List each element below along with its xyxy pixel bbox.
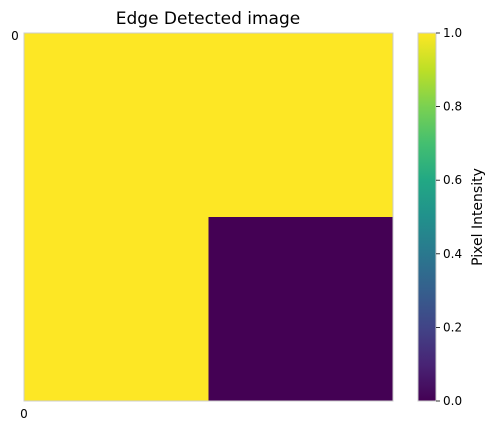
x-tick-label: 0 bbox=[20, 407, 28, 421]
colorbar-tick-label: 0.6 bbox=[443, 173, 462, 187]
colorbar-ticks: 0.0 0.2 0.4 0.6 0.8 1.0 bbox=[436, 26, 462, 408]
heatmap-cell bbox=[24, 33, 209, 218]
colorbar-tick-label: 0.8 bbox=[443, 100, 462, 114]
heatmap-cell bbox=[24, 217, 209, 402]
heatmap-cell bbox=[208, 33, 394, 218]
y-tick-label: 0 bbox=[11, 29, 19, 43]
heatmap-cell bbox=[208, 217, 394, 402]
colorbar-tick-label: 0.0 bbox=[443, 394, 462, 408]
colorbar bbox=[417, 32, 437, 402]
chart-title: Edge Detected image bbox=[116, 9, 300, 29]
colorbar-tick-label: 1.0 bbox=[443, 26, 462, 40]
colorbar-tick-label: 0.2 bbox=[443, 320, 462, 334]
colorbar-label: Pixel Intensity bbox=[470, 168, 486, 266]
colorbar-tick-label: 0.4 bbox=[443, 247, 462, 261]
heatmap-cells bbox=[24, 33, 394, 402]
plot-frame bbox=[23, 32, 394, 402]
